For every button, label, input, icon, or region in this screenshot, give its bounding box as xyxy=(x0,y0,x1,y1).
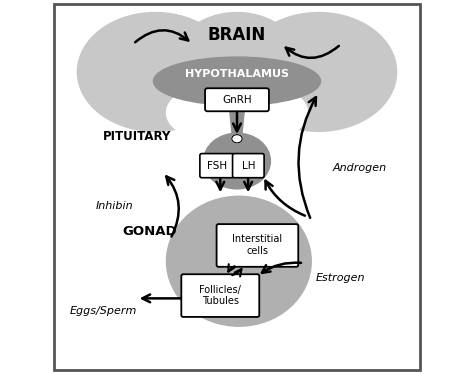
Text: PITUITARY: PITUITARY xyxy=(102,131,171,143)
Text: GONAD: GONAD xyxy=(122,225,177,238)
Ellipse shape xyxy=(241,12,397,131)
FancyBboxPatch shape xyxy=(217,224,298,267)
Text: Eggs/Sperm: Eggs/Sperm xyxy=(70,306,137,316)
Ellipse shape xyxy=(172,12,302,116)
FancyBboxPatch shape xyxy=(200,154,234,178)
Text: Androgen: Androgen xyxy=(332,163,387,174)
FancyBboxPatch shape xyxy=(182,274,259,317)
Text: Estrogen: Estrogen xyxy=(316,273,366,283)
Text: HYPOTHALAMUS: HYPOTHALAMUS xyxy=(185,69,289,79)
Text: Follicles/
Tubules: Follicles/ Tubules xyxy=(200,285,241,306)
Text: FSH: FSH xyxy=(207,161,227,171)
Ellipse shape xyxy=(77,12,233,131)
Ellipse shape xyxy=(232,135,242,143)
Text: Interstitial
cells: Interstitial cells xyxy=(232,234,283,256)
Text: GnRH: GnRH xyxy=(222,95,252,105)
FancyBboxPatch shape xyxy=(233,154,264,178)
Ellipse shape xyxy=(204,133,270,189)
Polygon shape xyxy=(229,109,245,139)
Ellipse shape xyxy=(154,57,320,105)
FancyBboxPatch shape xyxy=(205,88,269,111)
Text: LH: LH xyxy=(242,161,255,171)
Ellipse shape xyxy=(166,79,308,146)
Ellipse shape xyxy=(166,196,311,326)
Text: Inhibin: Inhibin xyxy=(96,200,133,211)
Text: BRAIN: BRAIN xyxy=(208,26,266,44)
